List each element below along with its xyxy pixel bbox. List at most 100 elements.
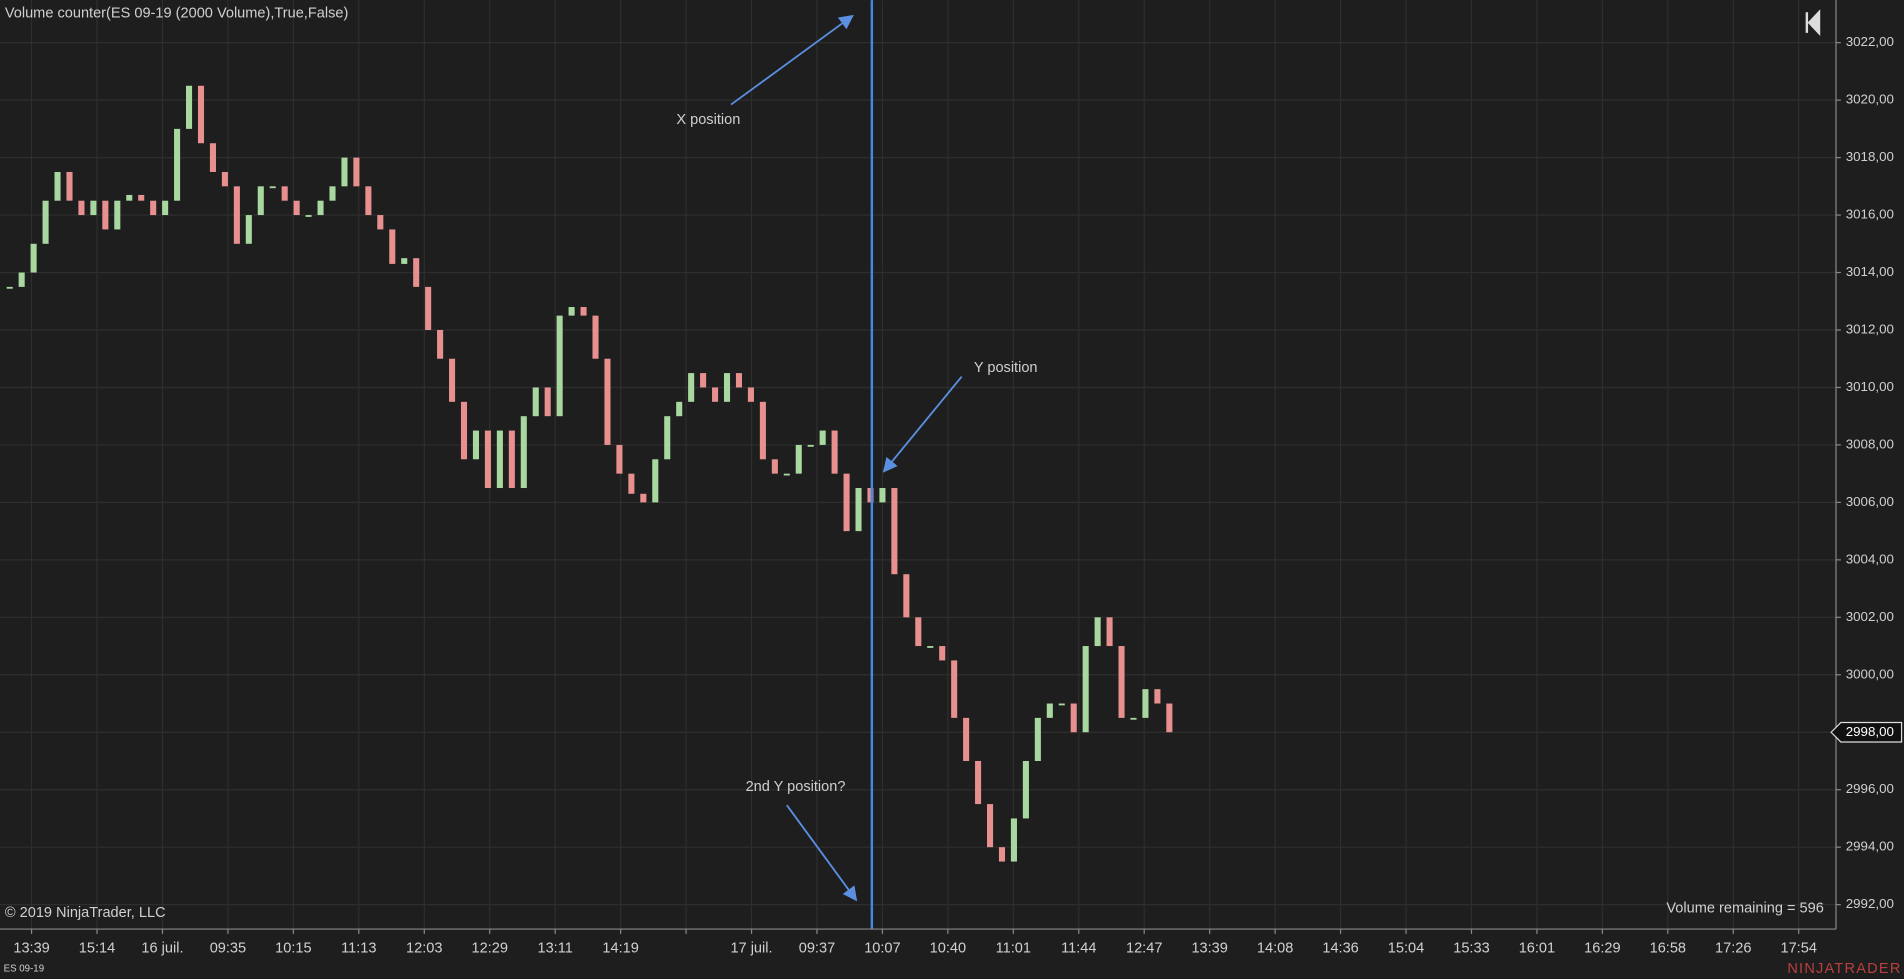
x-tick-label: 12:29: [471, 940, 507, 956]
bar: [688, 373, 695, 402]
bar: [114, 200, 121, 230]
bar: [1154, 689, 1161, 704]
x-tick-label: 16:29: [1584, 940, 1620, 956]
annotation: 2nd Y position?: [746, 779, 846, 795]
bar: [293, 200, 300, 216]
grid: [0, 0, 1836, 930]
x-tick-label: 11:01: [996, 940, 1031, 956]
axes: 2992,00 2994,00 2996,00 2998,00 3000,00 3002,…: [13, 34, 1903, 956]
bars: [6, 85, 1173, 862]
bar: [1010, 818, 1017, 862]
y-tick-label: 3002,00: [1846, 609, 1894, 624]
bar: [126, 194, 133, 201]
bar: [556, 315, 563, 417]
bar: [389, 229, 396, 264]
bar: [1094, 617, 1101, 647]
bar: [66, 171, 73, 201]
x-tick-label: 17:26: [1715, 940, 1751, 956]
x-tick-label: 13:11: [537, 940, 572, 956]
x-tick-label: 13:39: [13, 940, 49, 956]
bar: [1046, 703, 1053, 718]
bar: [939, 646, 946, 661]
bar: [197, 85, 205, 144]
bar: [532, 387, 539, 417]
bar: [783, 473, 790, 476]
bar: [676, 401, 683, 417]
x-tick-label: 14:19: [602, 940, 638, 956]
bar: [1106, 617, 1113, 647]
y-tick-label: 3016,00: [1846, 207, 1894, 222]
bar: [628, 473, 635, 494]
bar: [162, 200, 169, 216]
y-tick-label: 3004,00: [1846, 551, 1894, 566]
y-tick-label: 3018,00: [1846, 149, 1894, 164]
bar: [269, 186, 276, 189]
bar: [831, 430, 838, 474]
x-tick-label: 10:15: [275, 940, 311, 956]
bar: [186, 85, 193, 129]
copyright: © 2019 NinjaTrader, LLC: [5, 905, 166, 921]
bar: [329, 186, 336, 201]
y-tick-label: 3008,00: [1846, 436, 1894, 451]
bar: [353, 157, 360, 187]
bar: [544, 387, 551, 417]
bar: [580, 307, 587, 316]
bar: [1022, 760, 1029, 819]
bar: [520, 416, 527, 489]
x-tick-label: 11:44: [1061, 940, 1096, 956]
annotation: Y position: [974, 360, 1038, 376]
arrow: [882, 375, 963, 473]
bar: [1118, 646, 1125, 718]
bar: [879, 488, 886, 503]
y-tick-label: 3020,00: [1846, 92, 1894, 107]
bar: [209, 143, 216, 172]
x-tick-label: 10:40: [930, 940, 966, 956]
bar: [30, 243, 37, 273]
bar: [640, 493, 647, 503]
bar: [915, 617, 922, 647]
x-tick-label: 17:54: [1780, 940, 1816, 956]
bar: [365, 186, 372, 216]
bar: [377, 215, 384, 230]
bar: [425, 286, 432, 330]
bar: [257, 186, 264, 216]
x-tick-label: 12:03: [406, 940, 442, 956]
bar: [484, 430, 491, 489]
bar: [843, 473, 850, 532]
bar: [855, 488, 862, 532]
x-tick-label: 16 juil.: [141, 940, 183, 956]
y-tick-label: 3014,00: [1846, 264, 1894, 279]
last-price-label: 2998,00: [1846, 724, 1894, 739]
scroll-end-button[interactable]: [1805, 9, 1821, 36]
bar: [1034, 717, 1041, 761]
instrument: ES 09-19: [4, 964, 44, 975]
chart-title: Volume counter(ES 09-19 (2000 Volume),Tr…: [5, 5, 348, 21]
y-tick-label: 2992,00: [1846, 896, 1894, 911]
bar: [138, 194, 145, 201]
bar: [664, 416, 671, 460]
bar: [508, 430, 515, 489]
status: Volume remaining = 596: [1666, 900, 1823, 916]
bar: [712, 387, 719, 402]
bar: [281, 186, 288, 201]
x-tick-label: 12:47: [1126, 940, 1162, 956]
bar: [616, 444, 623, 474]
x-tick-label: 14:36: [1322, 940, 1358, 956]
bar: [1082, 646, 1089, 733]
x-tick-label: 13:39: [1191, 940, 1227, 956]
bar: [986, 804, 994, 848]
y-tick-label: 3022,00: [1846, 34, 1894, 49]
bar: [233, 186, 240, 244]
x-tick-label: 11:13: [341, 940, 376, 956]
bar: [221, 171, 228, 187]
y-tick-label: 3010,00: [1846, 379, 1894, 394]
x-tick-label: 14:08: [1257, 940, 1293, 956]
bar: [1058, 703, 1065, 706]
x-tick-label: 15:14: [79, 940, 115, 956]
bar: [341, 157, 348, 187]
x-tick-label: 16:01: [1519, 940, 1555, 956]
bar: [867, 488, 874, 503]
bar: [819, 430, 826, 445]
